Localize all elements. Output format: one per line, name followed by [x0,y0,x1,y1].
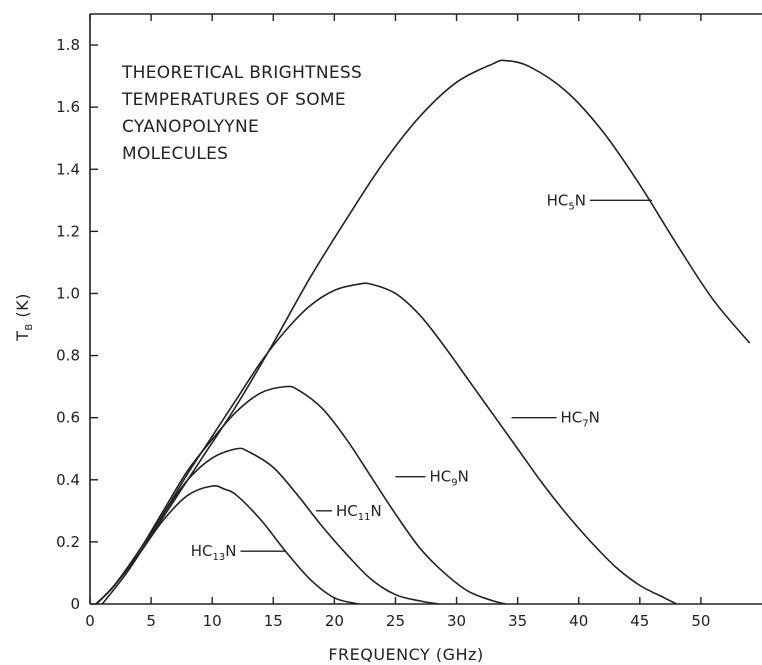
x-tick-label: 20 [325,612,344,630]
chart-title: THEORETICAL BRIGHTNESS TEMPERATURES OF SO… [121,63,362,164]
series-label-hc9n: HC9N [429,468,468,489]
y-tick-label: 0.2 [56,533,80,551]
y-tick-label: 0.4 [56,471,80,489]
curve-hc5n [101,59,751,605]
x-tick-label: 0 [85,612,95,630]
series-label-sub: 5 [568,201,574,212]
x-tick-label: 10 [203,612,222,630]
x-axis-label: FREQUENCY (GHz) [328,645,483,664]
series-label-main: HC [547,191,569,209]
series-label-main: HC [336,502,358,520]
y-tick-label: 1.0 [56,284,80,302]
y-tick-label: 0.6 [56,409,80,427]
series-label-sub: 13 [213,552,226,563]
y-tick-label: 0 [70,595,80,613]
x-tick-label: 15 [264,612,283,630]
x-tick-label: 45 [630,612,649,630]
chart-title-line: TEMPERATURES OF SOME [121,90,346,110]
y-axis-label-sub: B [24,323,35,330]
x-tick-label: 30 [447,612,466,630]
y-tick-label: 1.6 [56,98,80,116]
curve-hc13n [95,484,359,605]
y-tick-label: 0.8 [56,347,80,365]
series-label-hc11n: HC11N [336,502,382,523]
series-label-sub: 11 [358,512,371,523]
chart-title-line: THEORETICAL BRIGHTNESS [121,63,362,83]
series-label-main: HC [191,542,213,560]
series-label-end: N [371,502,382,520]
axes: 0 5 10 15 20 25 30 35 40 45 50 0 0.2 0.4 0.6 0.8 1.0 1.2 1… [13,13,762,664]
y-axis-label-main: T [13,331,32,342]
series-label-main: HC [561,409,583,427]
series-label-sub: 7 [582,419,588,430]
series-label-end: N [225,542,236,560]
chart-title-line: CYANOPOLYYNE [122,117,259,137]
y-tick-label: 1.8 [56,36,80,54]
x-tick-label: 35 [508,612,527,630]
series-label-end: N [458,468,469,486]
series-label-main: HC [429,468,451,486]
series-label-hc5n: HC5N [547,191,586,212]
y-axis-label-unit: (K) [13,293,32,323]
curve-hc7n [95,282,677,605]
series-label-end: N [575,191,586,209]
curve-hc11n [95,447,439,605]
curve-hc9n [95,385,506,605]
x-tick-label: 50 [691,612,710,630]
series-label-sub: 9 [451,478,457,489]
series-label-hc13n: HC13N [191,542,237,563]
y-axis-label: TB (K) [13,293,35,342]
curves [95,59,751,605]
y-tick-label: 1.4 [56,160,80,178]
chart-title-line: MOLECULES [122,144,228,164]
y-tick-label: 1.2 [56,222,80,240]
x-tick-label: 5 [146,612,156,630]
series-label-hc7n: HC7N [561,409,600,430]
series-label-end: N [589,409,600,427]
x-tick-label: 40 [569,612,588,630]
x-tick-label: 25 [386,612,405,630]
